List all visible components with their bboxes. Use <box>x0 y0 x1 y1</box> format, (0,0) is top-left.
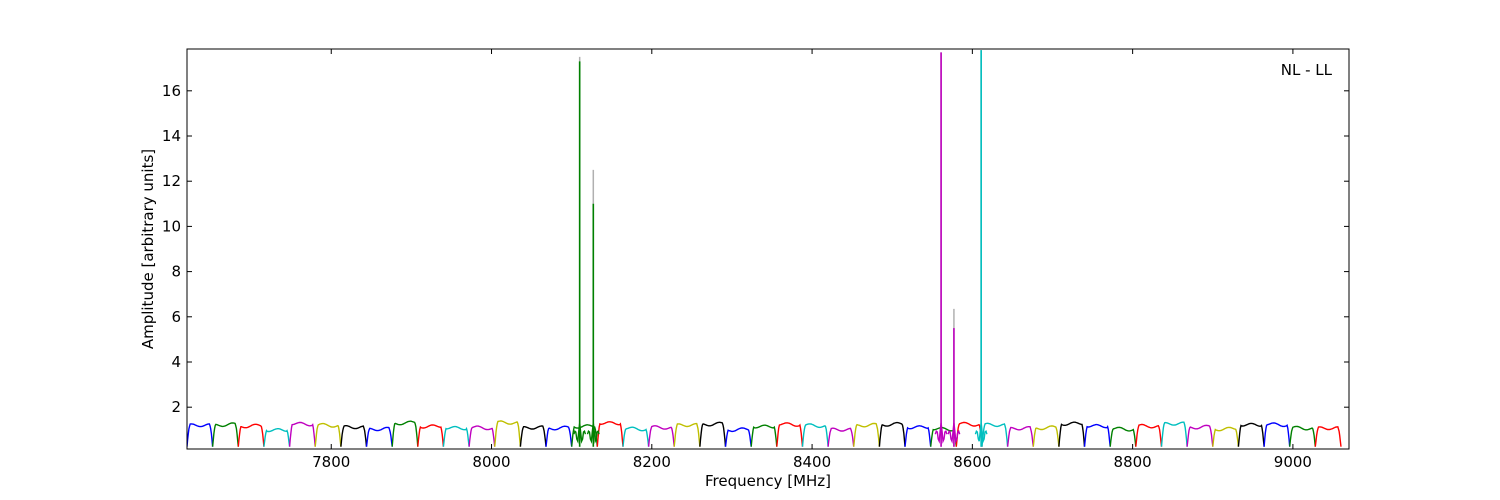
subband-curve <box>1289 425 1316 447</box>
subband-curve <box>853 422 881 447</box>
subband-curve <box>1006 426 1034 447</box>
spike-base-curve <box>974 422 988 444</box>
subband-curve <box>647 425 675 447</box>
subband-curve <box>622 426 650 447</box>
subband-curve <box>263 428 291 447</box>
x-tick-label: 9000 <box>1274 453 1312 471</box>
subband-curve <box>955 421 983 447</box>
subband-curve <box>417 424 445 447</box>
subband-curve <box>750 424 778 447</box>
subband-curve <box>699 421 727 447</box>
subband-curve <box>211 422 239 447</box>
subband-curve <box>596 421 624 447</box>
subband-curve <box>930 426 957 447</box>
subband-curve <box>724 427 752 447</box>
y-axis-ticks: 2 4 6 8 10 12 14 16 <box>162 82 1349 416</box>
subband-curve <box>1058 421 1086 447</box>
subband-curve <box>237 423 265 447</box>
subband-curve <box>365 426 393 447</box>
y-tick-label: 12 <box>162 172 181 190</box>
x-tick-label: 8200 <box>633 453 671 471</box>
subband-curve <box>904 425 932 447</box>
subband-curve <box>878 421 906 447</box>
subband-curve <box>442 425 470 447</box>
y-tick-label: 16 <box>162 82 181 100</box>
plot-frame <box>186 48 1350 450</box>
y-tick-label: 14 <box>162 127 181 145</box>
spike-layer <box>573 50 988 447</box>
subband-curve <box>187 423 214 447</box>
subband-curve <box>1135 423 1163 447</box>
subband-curve <box>776 422 804 447</box>
x-tick-label: 8600 <box>953 453 991 471</box>
x-tick-label: 7800 <box>312 453 350 471</box>
y-tick-label: 8 <box>171 263 181 281</box>
subband-curve <box>494 420 522 447</box>
subband-curve <box>288 421 316 447</box>
subband-curve <box>1263 422 1291 447</box>
subband-curve <box>801 423 829 447</box>
y-tick-label: 10 <box>162 217 181 235</box>
plot-area <box>187 50 1342 447</box>
subband-curve <box>673 422 701 447</box>
spike-base-curve <box>934 422 948 444</box>
subband-curve <box>391 420 419 447</box>
subband-curve <box>1314 426 1342 447</box>
y-tick-label: 4 <box>171 353 181 371</box>
chart-annotation: NL - LL <box>1281 61 1333 79</box>
subband-curve <box>314 422 342 447</box>
series-layer <box>187 420 1342 447</box>
subband-curve <box>827 427 855 447</box>
subband-curve <box>1032 425 1060 447</box>
subband-curve <box>468 425 496 447</box>
x-tick-label: 8000 <box>472 453 510 471</box>
x-axis-title: Frequency [MHz] <box>705 472 831 490</box>
subband-curve <box>1237 422 1265 447</box>
subband-curve <box>1083 423 1111 447</box>
subband-curve <box>1212 426 1240 447</box>
spike-base-curve <box>573 422 587 444</box>
spike-base-curve <box>947 422 961 444</box>
subband-curve <box>1160 421 1188 447</box>
y-tick-label: 2 <box>171 398 181 416</box>
subband-curve <box>1109 426 1137 447</box>
subband-curve <box>981 422 1009 447</box>
subband-curve <box>519 425 547 447</box>
x-tick-label: 8400 <box>793 453 831 471</box>
y-axis-title: Amplitude [arbitrary units] <box>139 149 157 349</box>
subband-curve <box>1186 424 1214 447</box>
subband-curve <box>340 425 368 447</box>
x-axis-ticks: 7800 8000 8200 8400 8600 8800 9000 <box>312 49 1312 471</box>
subband-curve <box>545 425 573 447</box>
x-tick-label: 8800 <box>1114 453 1152 471</box>
y-tick-label: 6 <box>171 308 181 326</box>
spike-base-curve <box>586 422 600 444</box>
